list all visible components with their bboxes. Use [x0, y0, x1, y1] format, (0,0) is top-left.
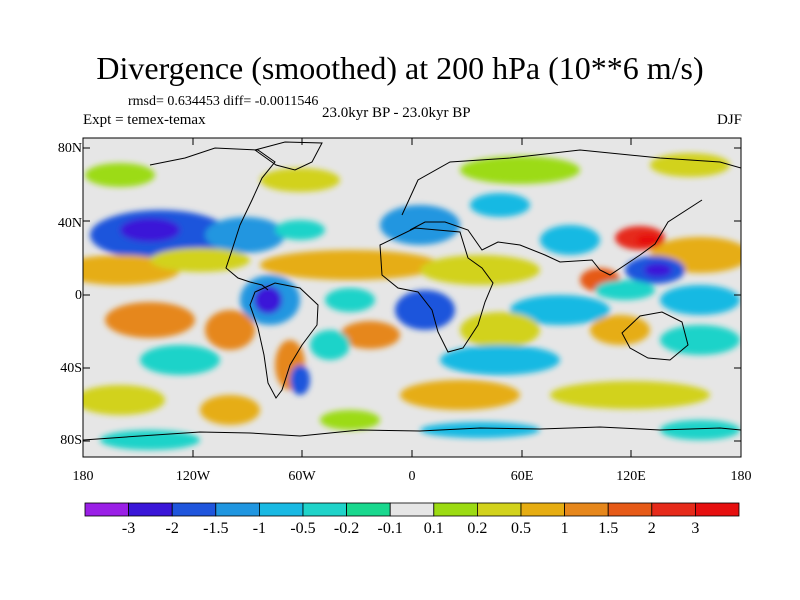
colorbar-swatch	[564, 502, 609, 517]
contour-patch	[590, 315, 650, 345]
colorbar-swatch	[215, 502, 260, 517]
contour-patch	[650, 153, 730, 177]
contour-patch	[420, 255, 540, 285]
colorbar-label: 1.5	[598, 520, 619, 537]
colorbar-swatch	[84, 502, 129, 517]
contour-patch	[395, 290, 455, 330]
contour-patch	[85, 163, 155, 187]
contour-patch	[205, 217, 285, 253]
colorbar-swatch	[695, 502, 740, 517]
rmsd-diff-stats: rmsd= 0.634453 diff= -0.0011546	[128, 94, 319, 109]
contour-patch	[400, 380, 520, 410]
colorbar-swatch	[171, 502, 217, 517]
lon-label-60e: 60E	[510, 469, 534, 484]
contour-patch	[644, 263, 672, 277]
lon-label-180w: 180	[72, 469, 94, 484]
coastline-eurasia	[401, 149, 741, 276]
coastline-greenland	[253, 141, 323, 171]
colorbar-swatch	[476, 502, 522, 517]
colorbar-label: -1.5	[203, 520, 229, 537]
colorbar-swatch	[346, 502, 391, 517]
contour-patch	[510, 295, 610, 325]
colorbar-swatch	[302, 502, 347, 517]
contour-patch	[205, 310, 255, 350]
contour-patch	[440, 345, 560, 375]
coastline-africa	[379, 227, 494, 353]
colorbar-label: 0.5	[511, 520, 531, 537]
contour-patch	[320, 410, 380, 430]
colorbar-label: 1	[560, 520, 569, 537]
lon-label-180e: 180	[730, 469, 752, 484]
colorbar-label: -3	[121, 520, 136, 537]
contour-patch	[636, 234, 660, 246]
contour-patch	[340, 321, 400, 349]
lat-label-eq: 0	[75, 288, 82, 303]
colorbar-swatch	[389, 502, 435, 517]
contour-patch	[660, 325, 740, 355]
colorbar-label: 3	[691, 520, 700, 537]
colorbar-label: -0.2	[333, 520, 360, 537]
colorbar-swatch	[520, 502, 565, 517]
coastlines	[83, 141, 741, 441]
colorbar-label: -1	[252, 520, 267, 537]
contour-patch	[83, 385, 165, 415]
experiment-label: Expt = temex-temax	[83, 112, 206, 128]
contour-patch	[200, 395, 260, 425]
contour-patch	[550, 381, 710, 409]
coastline-antarctica	[83, 426, 741, 441]
contour-patch	[120, 218, 180, 242]
lon-label-0: 0	[408, 469, 416, 484]
contour-patch	[275, 220, 325, 240]
contour-patch	[150, 248, 250, 272]
contour-patch	[260, 250, 440, 280]
colorbar-label: 0.1	[423, 520, 444, 537]
colorbar-label: -0.5	[290, 520, 316, 537]
period-label: 23.0kyr BP - 23.0kyr BP	[322, 105, 471, 121]
contour-patch	[105, 302, 195, 338]
contour-patch	[660, 420, 740, 440]
colorbar-label: -0.1	[377, 520, 403, 537]
lon-label-120w: 120W	[175, 469, 211, 484]
contour-patch	[460, 156, 580, 184]
colorbar-swatch	[433, 502, 478, 517]
contour-patch	[460, 312, 540, 348]
contour-patch	[140, 345, 220, 375]
contour-patch	[595, 280, 655, 300]
contour-fill-area	[83, 138, 741, 457]
contour-patch	[100, 430, 200, 450]
contour-patch	[540, 225, 600, 255]
contour-patch	[254, 286, 282, 314]
lon-label-60w: 60W	[288, 469, 316, 484]
lat-label-40n: 40N	[57, 216, 82, 231]
coastline-australia	[621, 311, 689, 361]
contour-patch	[420, 422, 540, 438]
season-label: DJF	[716, 112, 742, 128]
lat-label-80s: 80S	[60, 433, 82, 448]
lon-label-120e: 120E	[616, 469, 646, 484]
map-title: Divergence (smoothed) at 200 hPa (10**6 …	[96, 50, 704, 86]
contour-patch	[325, 288, 375, 312]
contour-patch	[290, 365, 310, 395]
colorbar-label: 0.2	[467, 520, 488, 537]
colorbar	[84, 502, 740, 517]
lat-label-80n: 80N	[57, 141, 82, 156]
colorbar-swatch	[258, 502, 304, 517]
contour-patch	[470, 193, 530, 217]
colorbar-label: -2	[165, 520, 179, 537]
contour-patch	[310, 330, 350, 360]
coastline-south-america	[249, 282, 319, 399]
colorbar-swatch	[607, 502, 653, 517]
colorbar-swatch	[651, 502, 696, 517]
colorbar-label: 2	[647, 520, 656, 537]
contour-patch	[260, 168, 340, 192]
lat-label-40s: 40S	[60, 361, 82, 376]
contour-patch	[660, 285, 740, 315]
colorbar-swatch	[128, 502, 173, 517]
coastline-north-america	[149, 147, 276, 291]
